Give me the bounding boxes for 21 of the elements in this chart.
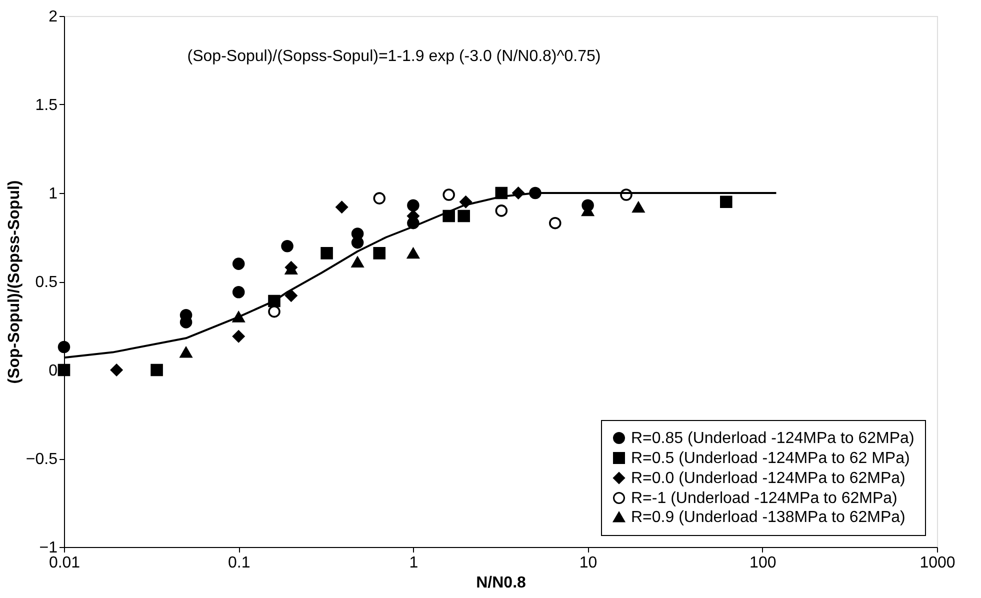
y-axis-title: (Sop-Sopul)/(Sopss-Sopul): [6, 180, 23, 384]
x-tick-label: 1: [409, 554, 418, 572]
x-tick-label: 100: [750, 554, 776, 572]
x-tick-label: 0.01: [48, 554, 80, 572]
annotation: (Sop-Sopul)/(Sopss-Sopul)=1-1.9 exp (-3.0 (N/N0.8)^0.75): [187, 48, 601, 65]
legend-label: R=0.85 (Underload -124MPa to 62MPa): [631, 430, 914, 447]
y-tick-label: 0.5: [35, 274, 58, 291]
y-tick-label: 0: [48, 362, 58, 380]
legend-label: R=-1 (Underload -124MPa to 62MPa): [631, 490, 898, 507]
y-tick-label: 2: [48, 8, 58, 26]
x-axis-title: N/N0.8: [476, 574, 526, 592]
x-tick-label: 10: [579, 554, 598, 572]
y-tick-label: −1: [39, 540, 58, 556]
y-tick-label: 1.5: [35, 97, 58, 114]
x-tick-label: 1000: [920, 554, 956, 572]
legend-label: R=0.5 (Underload -124MPa to 62 MPa): [631, 450, 910, 467]
legend-label: R=0.0 (Underload -124MPa to 62MPa): [631, 470, 906, 487]
y-tick-label: −0.5: [26, 451, 58, 468]
y-tick-label: 1: [48, 186, 58, 202]
x-tick-label: 0.1: [228, 554, 250, 572]
legend-label: R=0.9 (Underload -138MPa to 62MPa): [631, 509, 906, 526]
